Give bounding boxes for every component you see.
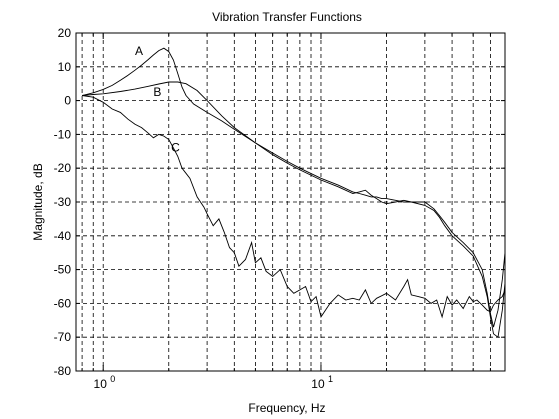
y-tick-label: -70 [54,330,72,344]
series-lines [81,47,506,339]
series-line-a [81,47,506,328]
plot-area-frame [75,32,506,372]
x-tick-label: 10 [311,377,325,391]
y-tick-label: -50 [54,263,72,277]
y-tick-label: 20 [58,26,72,40]
x-tick-exponent: 1 [328,374,333,384]
y-tick-label: -40 [54,229,72,243]
y-tick-label: -30 [54,195,72,209]
y-tick-label: 10 [58,60,72,74]
series-label-a: A [135,44,143,58]
x-tick-label: 10 [94,377,108,391]
y-tick-label: 0 [64,94,71,108]
y-tick-label: -80 [54,364,72,378]
series-label-b: B [153,85,161,99]
y-tick-label: -60 [54,296,72,310]
series-line-c [82,95,506,319]
y-axis-label: Magnitude, dB [31,163,45,240]
chart-title: Vibration Transfer Functions [212,10,362,24]
series-line-b [82,81,506,339]
y-tick-label: -20 [54,161,72,175]
x-axis-label: Frequency, Hz [248,401,325,415]
series-label-c: C [171,140,180,154]
series-labels: A B C [135,44,180,154]
y-tick-label: -10 [54,127,72,141]
x-tick-exponent: 0 [110,374,115,384]
